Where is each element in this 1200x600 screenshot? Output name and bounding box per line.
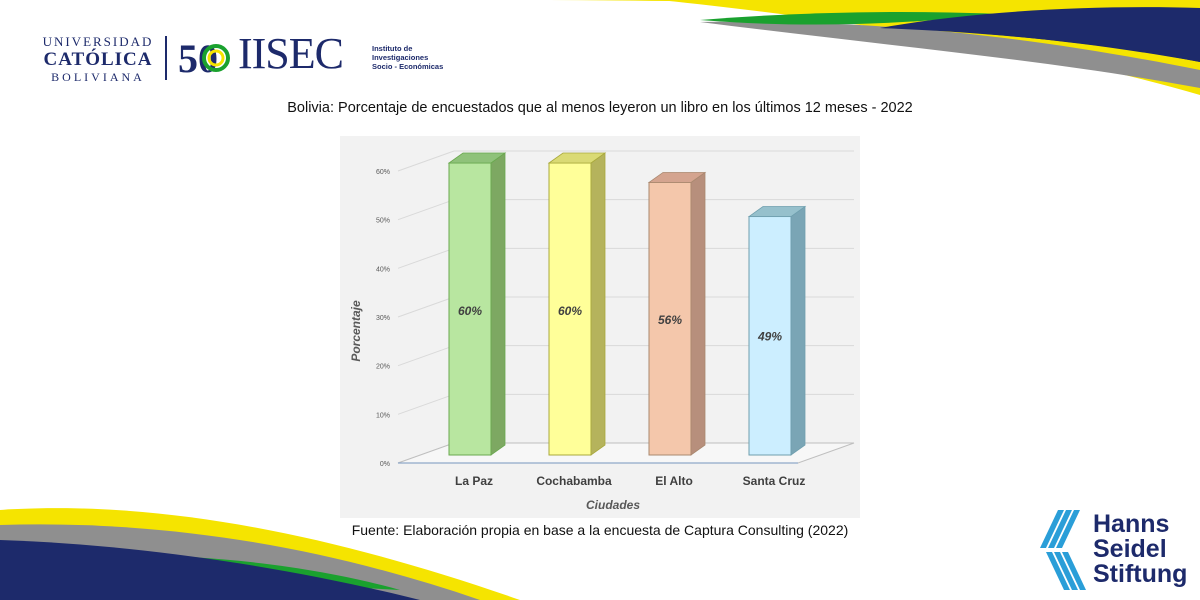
data-label: 60% (458, 304, 482, 318)
y-tick-label: 50% (376, 218, 390, 225)
y-tick-label: 40% (376, 266, 390, 273)
bar (648, 181, 692, 456)
ucb-logo-line2: CATÓLICA (43, 49, 153, 70)
y-tick-label: 30% (376, 315, 390, 322)
gridline-side (397, 345, 455, 367)
data-label: 56% (658, 313, 682, 327)
iisec-subtitle: Instituto de Investigaciones Socio - Eco… (372, 44, 443, 71)
bar-top (647, 172, 707, 183)
gridline-side (397, 150, 455, 172)
hss-stripes-icon (1040, 510, 1086, 590)
gridline-side (397, 296, 455, 318)
ucb-logo: UNIVERSIDAD CATÓLICA BOLIVIANA (38, 34, 158, 85)
hss-logo-line: Seidel (1093, 535, 1167, 563)
gridline-side (397, 199, 455, 221)
bar-side (590, 152, 606, 456)
iisec-subtitle-line: Instituto de (372, 44, 413, 53)
hss-logo: Hanns Seidel Stiftung (1093, 512, 1187, 587)
bar-top (747, 206, 807, 217)
ucb-logo-line3: BOLIVIANA (51, 70, 145, 84)
gridline-side (397, 393, 455, 415)
data-label: 60% (558, 304, 582, 318)
x-tick-label: Santa Cruz (743, 474, 806, 488)
chart-title: Bolivia: Porcentaje de encuestados que a… (287, 100, 913, 116)
iisec-subtitle-line: Investigaciones (372, 53, 429, 62)
bar-top (547, 152, 607, 164)
bar (548, 162, 592, 456)
hss-logo-line: Hanns (1093, 510, 1170, 538)
chart-area: 0% 10% 20% 30% 40% 50% 60% 60% La Paz 60% Cochabam… (340, 136, 860, 518)
bar-side (490, 152, 506, 456)
logo-divider (165, 36, 167, 80)
iisec-name: IISEC (238, 29, 344, 78)
x-axis-title: Ciudades (586, 498, 640, 512)
bar-top (447, 152, 507, 164)
ucb-logo-line1: UNIVERSIDAD (42, 34, 154, 49)
y-tick-label: 0% (380, 461, 390, 468)
data-label: 49% (757, 330, 782, 344)
x-tick-label: Cochabamba (536, 474, 612, 488)
y-tick-label: 20% (376, 364, 390, 371)
gridline-side (397, 247, 455, 269)
bar-side (690, 171, 706, 456)
y-axis-title: Porcentaje (349, 300, 363, 362)
iisec-subtitle-line: Socio - Económicas (372, 62, 444, 71)
x-tick-label: La Paz (455, 474, 493, 488)
y-tick-label: 60% (376, 169, 390, 176)
bar-chart: 0% 10% 20% 30% 40% 50% 60% 60% La Paz 60% Cochabam… (349, 150, 855, 512)
x-tick-label: El Alto (655, 474, 693, 488)
bar-side (790, 205, 806, 456)
y-tick-label: 10% (376, 412, 390, 419)
iisec-50-emblem-icon: 50 (178, 36, 230, 80)
hss-logo-line: Stiftung (1093, 560, 1188, 588)
source-note: Fuente: Elaboración propia en base a la … (351, 522, 849, 538)
bar (748, 216, 792, 456)
bar (448, 162, 492, 456)
iisec-number: 50 (178, 36, 218, 80)
